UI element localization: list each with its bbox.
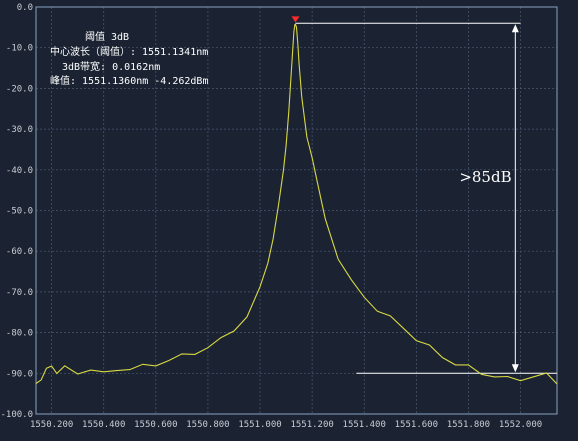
y-tick-label: -40.0 bbox=[6, 166, 33, 176]
y-tick-label: -100.0 bbox=[0, 410, 33, 420]
peak-marker-icon bbox=[291, 16, 300, 23]
x-tick-label: 1551.600 bbox=[395, 420, 438, 430]
peak-value-label: 峰值: 1551.1360nm -4.262dBm bbox=[50, 74, 208, 87]
reference-lines bbox=[295, 22, 557, 374]
y-tick-label: 0.0 bbox=[17, 3, 33, 13]
arrow-down-icon bbox=[511, 364, 519, 373]
x-tick-label: 1550.400 bbox=[82, 420, 125, 430]
measurement-annotations: 阈值 3dB 中心波长（阈值）: 1551.1341nm 3dB带宽: 0.01… bbox=[50, 30, 208, 87]
y-tick-label: -30.0 bbox=[6, 125, 33, 135]
x-tick-label: 1551.200 bbox=[290, 420, 333, 430]
x-tick-label: 1552.000 bbox=[499, 420, 542, 430]
center-wavelength-label: 中心波长（阈值）: 1551.1341nm bbox=[50, 45, 208, 58]
y-tick-label: -60.0 bbox=[6, 247, 33, 257]
arrow-up-icon bbox=[511, 24, 519, 33]
y-tick-label: -70.0 bbox=[6, 288, 33, 298]
y-axis-ticks: 0.0 -10.0 -20.0 -30.0 -40.0 -50.0 -60.0 -70.0 -8… bbox=[0, 3, 33, 420]
x-tick-label: 1551.800 bbox=[447, 420, 490, 430]
x-tick-label: 1550.600 bbox=[134, 420, 177, 430]
y-tick-label: -50.0 bbox=[6, 207, 33, 217]
spectrum-trace bbox=[35, 23, 558, 385]
x-tick-label: 1551.400 bbox=[343, 420, 386, 430]
x-axis-ticks: 1550.200 1550.400 1550.600 1550.800 1551.000… bbox=[30, 420, 542, 430]
threshold-label: 阈值 3dB bbox=[85, 30, 129, 43]
bandwidth-label: 3dB带宽: 0.0162nm bbox=[62, 60, 160, 73]
smsr-label: >85dB bbox=[459, 168, 511, 186]
y-tick-label: -90.0 bbox=[6, 369, 33, 379]
x-tick-label: 1550.800 bbox=[186, 420, 229, 430]
x-tick-label: 1551.000 bbox=[238, 420, 281, 430]
x-tick-label: 1550.200 bbox=[30, 420, 73, 430]
y-tick-label: -10.0 bbox=[6, 44, 33, 54]
plot-frame bbox=[35, 6, 558, 415]
y-tick-label: -20.0 bbox=[6, 84, 33, 94]
y-tick-label: -80.0 bbox=[6, 329, 33, 339]
